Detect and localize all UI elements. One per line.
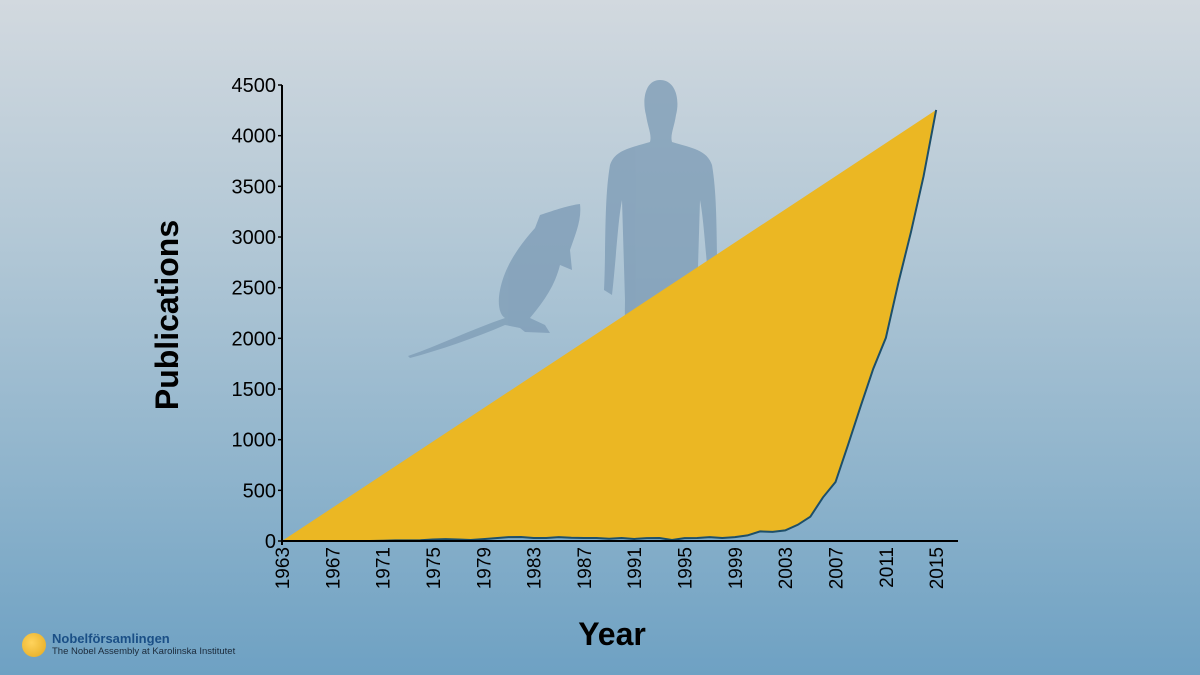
x-tick-label: 1983: [525, 547, 546, 589]
nobel-assembly-logo: Nobelförsamlingen The Nobel Assembly at …: [22, 632, 235, 658]
y-tick-label: 2000: [232, 328, 277, 350]
x-tick-label: 1999: [726, 547, 747, 589]
x-tick-label: 2007: [827, 547, 848, 589]
rat-silhouette: [408, 204, 581, 358]
plot-area: [282, 109, 938, 542]
y-tick-label: 3000: [232, 227, 277, 249]
x-tick-label: 1963: [273, 547, 294, 589]
axes: 0 500 1000 1500 2000 2500 3000 3500 4000 4500 1963…: [232, 75, 958, 589]
logo-subtitle: The Nobel Assembly at Karolinska Institu…: [52, 646, 236, 657]
y-tick-label: 0: [265, 531, 276, 553]
y-tick-label: 3500: [232, 176, 277, 198]
x-tick-label: 2003: [776, 547, 797, 589]
area-fill: [282, 109, 937, 541]
y-tick-label: 1000: [232, 430, 277, 452]
y-tick-label: 4000: [232, 126, 277, 148]
nobel-medal-icon: [22, 633, 46, 657]
x-tick-label: 1991: [625, 547, 646, 589]
y-tick-label: 500: [243, 480, 276, 502]
y-tick-label: 2500: [232, 278, 277, 300]
x-tick-label: 1987: [575, 547, 596, 589]
x-axis-label: Year: [578, 616, 646, 652]
x-tick-label: 1971: [374, 547, 395, 589]
x-tick-label: 1995: [676, 547, 697, 589]
y-tick-label: 4500: [232, 75, 277, 97]
x-tick-label: 1975: [424, 547, 445, 589]
x-tick-label: 2011: [877, 547, 898, 588]
y-tick-label: 1500: [232, 379, 277, 401]
x-tick-label: 1967: [323, 547, 344, 589]
x-tick-label: 2015: [927, 547, 948, 589]
x-tick-label: 1979: [474, 547, 495, 589]
logo-name: Nobelförsamlingen: [52, 631, 170, 646]
y-axis-label: Publications: [149, 220, 185, 410]
